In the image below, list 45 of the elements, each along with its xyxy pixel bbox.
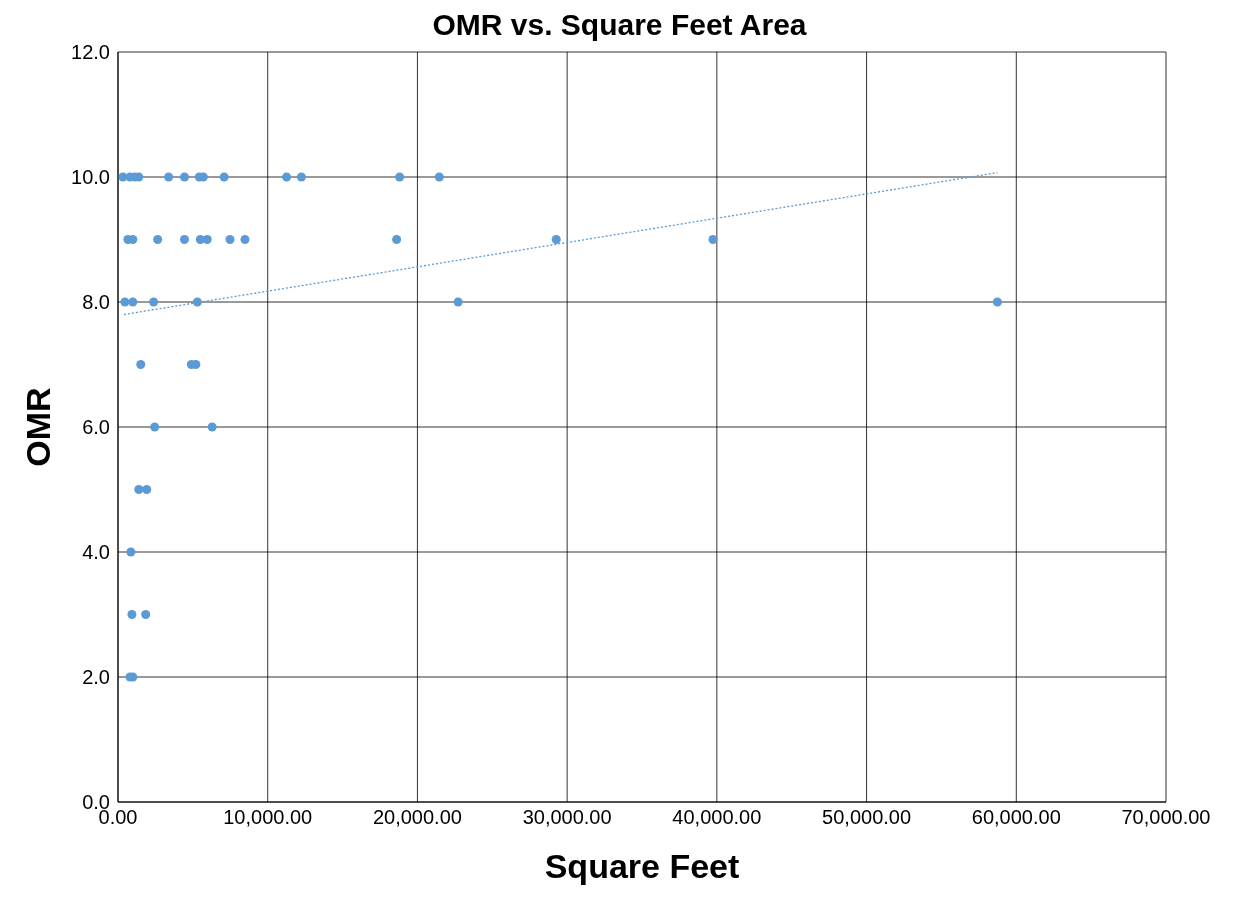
point xyxy=(127,610,137,619)
point xyxy=(150,422,160,432)
point xyxy=(153,235,163,244)
point xyxy=(126,547,136,557)
chart-title: OMR vs. Square Feet Area xyxy=(431,8,808,42)
point xyxy=(120,297,130,307)
point xyxy=(164,172,174,182)
point xyxy=(992,297,1002,307)
x-tick-label: 20,000.00 xyxy=(372,806,462,829)
y-axis-title: OMR xyxy=(19,387,58,467)
x-tick-label: 10,000.00 xyxy=(223,806,313,829)
point xyxy=(225,235,235,244)
point xyxy=(128,297,138,307)
x-tick-label: 30,000.00 xyxy=(522,806,612,829)
point xyxy=(453,297,463,307)
point xyxy=(179,235,189,244)
y-tick-label: 6.0 xyxy=(82,416,110,439)
point xyxy=(134,485,144,494)
x-tick-label: 50,000.00 xyxy=(822,806,912,829)
x-tick-label: 70,000.00 xyxy=(1121,806,1211,829)
x-tick-label: 60,000.00 xyxy=(971,806,1061,829)
point xyxy=(282,172,292,182)
point xyxy=(296,172,306,182)
y-tick-label: 10.0 xyxy=(71,166,110,189)
x-axis-title: Square Feet xyxy=(544,847,740,885)
point xyxy=(434,172,444,182)
y-tick-label: 8.0 xyxy=(82,291,110,314)
point xyxy=(395,172,405,182)
point xyxy=(149,297,159,307)
y-tick-label: 2.0 xyxy=(82,666,110,689)
point xyxy=(708,235,718,244)
x-tick-label: 40,000.00 xyxy=(672,806,762,829)
point xyxy=(142,485,152,494)
point xyxy=(141,610,151,619)
point xyxy=(207,422,217,432)
point xyxy=(392,235,402,244)
y-tick-label: 12.0 xyxy=(71,41,110,64)
point xyxy=(192,297,202,307)
point xyxy=(219,172,229,182)
point xyxy=(240,235,250,244)
point xyxy=(202,235,212,244)
point xyxy=(136,360,146,369)
y-tick-label: 4.0 xyxy=(82,541,110,564)
point xyxy=(551,235,561,244)
point xyxy=(179,172,189,182)
